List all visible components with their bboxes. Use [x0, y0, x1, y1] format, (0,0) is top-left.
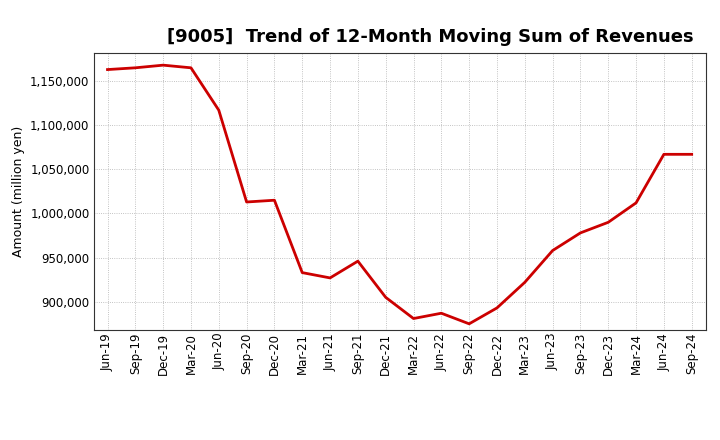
Y-axis label: Amount (million yen): Amount (million yen)	[12, 126, 24, 257]
Text: [9005]  Trend of 12-Month Moving Sum of Revenues: [9005] Trend of 12-Month Moving Sum of R…	[167, 28, 693, 46]
